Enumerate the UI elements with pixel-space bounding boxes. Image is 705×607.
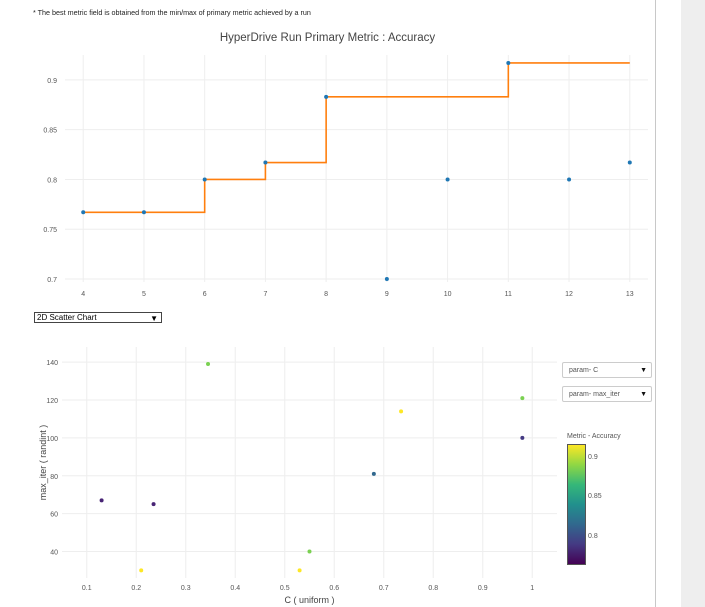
caret-down-icon: ▼ xyxy=(640,367,647,374)
x-tick-label: 12 xyxy=(565,291,573,298)
colorbar-tick: 0.85 xyxy=(588,493,602,500)
y-tick-label: 0.7 xyxy=(47,277,57,284)
x-tick-label: 4 xyxy=(81,291,85,298)
scatter-point xyxy=(151,502,156,507)
x-tick-label: 0.8 xyxy=(428,585,438,592)
y-tick-label: 0.85 xyxy=(43,128,57,135)
x-tick-label: 0.1 xyxy=(82,585,92,592)
best-metric-note: * The best metric field is obtained from… xyxy=(33,8,311,17)
x-tick-label: 8 xyxy=(324,291,328,298)
chart-type-select[interactable]: 2D Scatter Chart ▼ xyxy=(34,312,162,323)
x-tick-label: 7 xyxy=(263,291,267,298)
primary-metric-chart[interactable]: 4 5 6 7 8 9 10 11 12 13 0.7 0.75 0.8 0.85 0.9 xyxy=(0,0,655,310)
scatter-point xyxy=(206,362,211,367)
x-tick-label: 13 xyxy=(626,291,634,298)
x-tick-label: 1 xyxy=(530,585,534,592)
x-tick-label: 10 xyxy=(444,291,452,298)
y-tick-label: 140 xyxy=(46,360,58,367)
x-tick-label: 0.4 xyxy=(230,585,240,592)
x-tick-label: 0.9 xyxy=(478,585,488,592)
scatter-point xyxy=(371,471,376,476)
run-metric-point xyxy=(81,210,86,215)
x-tick-label: 0.3 xyxy=(181,585,191,592)
y-tick-label: 60 xyxy=(50,512,58,519)
param-max-iter-label: param- max_iter xyxy=(569,391,620,398)
x-tick-label: 11 xyxy=(505,291,512,298)
chart-title: HyperDrive Run Primary Metric : Accuracy xyxy=(219,32,436,44)
y-tick-label: 100 xyxy=(46,436,58,443)
best-metric-line xyxy=(83,62,630,214)
run-metric-point xyxy=(384,277,389,282)
run-metric-point xyxy=(567,177,572,182)
scatter-point xyxy=(297,568,302,573)
y-tick-label: 40 xyxy=(50,549,58,556)
y-tick-label: 120 xyxy=(46,398,58,405)
main-panel: * The best metric field is obtained from… xyxy=(0,0,655,607)
run-metric-point xyxy=(627,160,632,165)
y-axis-label: max_iter ( randint ) xyxy=(38,425,48,501)
x-tick-label: 9 xyxy=(385,291,389,298)
run-metric-point xyxy=(141,210,146,215)
param-c-dropdown[interactable]: param- C ▼ xyxy=(562,362,652,378)
chevron-down-icon: ▼ xyxy=(150,314,158,323)
y-tick-label: 0.75 xyxy=(43,227,57,234)
colorbar-title: Metric - Accuracy xyxy=(567,433,621,440)
y-tick-label: 80 xyxy=(50,474,58,481)
run-metric-point xyxy=(324,94,329,99)
scatter-point xyxy=(399,409,404,414)
x-tick-label: 0.6 xyxy=(329,585,339,592)
colorbar-tick: 0.9 xyxy=(588,454,598,461)
scatter-point xyxy=(99,498,104,503)
x-tick-label: 6 xyxy=(203,291,207,298)
run-metric-point xyxy=(506,60,511,65)
x-tick-label: 0.7 xyxy=(379,585,389,592)
x-tick-label: 5 xyxy=(142,291,146,298)
x-axis-label: C ( uniform ) xyxy=(284,595,334,605)
param-c-label: param- C xyxy=(569,367,599,374)
scatter-point xyxy=(520,435,525,440)
run-metric-point xyxy=(202,177,207,182)
scatter-point xyxy=(307,549,312,554)
run-metric-point xyxy=(445,177,450,182)
panel-divider xyxy=(655,0,656,607)
right-side-panel xyxy=(681,0,705,607)
run-metric-point xyxy=(263,160,268,165)
caret-down-icon: ▼ xyxy=(640,391,647,398)
scatter-chart[interactable]: 0.1 0.2 0.3 0.4 0.5 0.6 0.7 0.8 0.9 1406080100120… xyxy=(0,0,655,607)
x-tick-label: 0.5 xyxy=(280,585,290,592)
y-tick-label: 0.8 xyxy=(47,177,57,184)
colorbar xyxy=(567,444,586,565)
x-tick-label: 0.2 xyxy=(131,585,141,592)
param-max-iter-dropdown[interactable]: param- max_iter ▼ xyxy=(562,386,652,402)
scatter-point xyxy=(520,396,525,401)
colorbar-tick: 0.8 xyxy=(588,533,598,540)
y-tick-label: 0.9 xyxy=(47,78,57,85)
scatter-point xyxy=(139,568,144,573)
chart-type-select-value: 2D Scatter Chart xyxy=(37,313,97,322)
